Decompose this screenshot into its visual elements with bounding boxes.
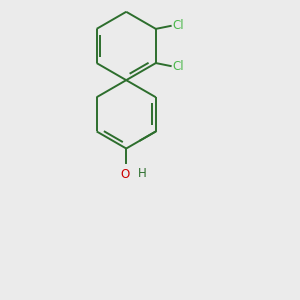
Text: H: H <box>137 167 146 180</box>
Text: O: O <box>120 168 129 181</box>
Text: Cl: Cl <box>172 59 184 73</box>
Text: Cl: Cl <box>172 20 184 32</box>
